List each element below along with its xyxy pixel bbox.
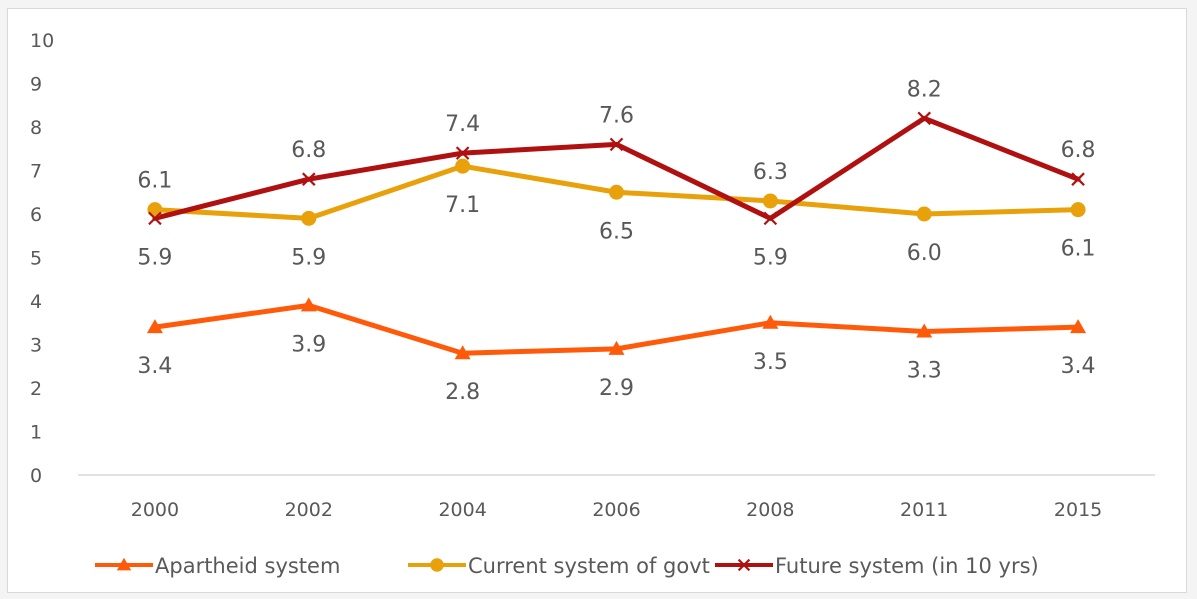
data-point-marker <box>147 202 163 218</box>
series-line-2 <box>152 115 1081 221</box>
data-label: 5.9 <box>137 245 172 270</box>
y-tick-label: 9 <box>30 74 42 96</box>
data-point-marker <box>1071 172 1085 186</box>
data-point-marker <box>454 345 471 360</box>
legend-item: Future system (in 10 yrs) <box>715 554 1039 578</box>
data-label: 6.1 <box>1061 237 1096 262</box>
y-axis-ticks: 0 1 2 3 4 5 6 7 8 9 10 <box>30 30 54 487</box>
data-labels: 3.4 3.9 2.8 2.9 3.5 3.3 3.4 6.1 5.9 7.1 6.5 6.3 6.0 6… <box>137 77 1095 405</box>
data-label: 6.3 <box>753 160 788 185</box>
data-point-marker <box>146 319 163 334</box>
data-label: 6.8 <box>291 138 326 163</box>
x-tick-label: 2004 <box>438 499 486 521</box>
data-label: 3.3 <box>907 358 942 383</box>
data-label: 6.1 <box>137 169 172 194</box>
data-label: 3.4 <box>137 354 172 379</box>
legend-marker <box>737 558 751 572</box>
data-label: 7.6 <box>599 103 634 128</box>
x-tick-label: 2006 <box>592 499 640 521</box>
data-point-marker <box>455 146 470 160</box>
y-tick-label: 8 <box>30 117 42 139</box>
x-axis-ticks: 2000 2002 2004 2006 2008 2011 2015 <box>131 499 1103 521</box>
data-label: 3.4 <box>1061 354 1096 379</box>
data-point-marker <box>301 210 317 226</box>
legend-label: Current system of govt <box>468 554 710 578</box>
data-label: 5.9 <box>291 245 326 270</box>
x-tick-label: 2000 <box>131 499 179 521</box>
data-point-marker <box>762 193 778 209</box>
legend: Apartheid system Current system of govt Fu… <box>95 554 1039 578</box>
data-label: 6.0 <box>907 241 942 266</box>
legend-label: Future system (in 10 yrs) <box>775 554 1039 578</box>
data-label: 3.5 <box>753 350 788 375</box>
data-point-marker <box>302 172 316 186</box>
legend-marker <box>116 557 132 571</box>
y-tick-label: 3 <box>30 335 42 357</box>
y-tick-label: 10 <box>30 30 54 52</box>
legend-item: Current system of govt <box>408 554 710 578</box>
y-tick-label: 7 <box>30 161 42 183</box>
series-markers <box>146 111 1087 360</box>
data-label: 6.8 <box>1061 138 1096 163</box>
data-point-marker <box>763 211 778 226</box>
y-tick-label: 5 <box>30 248 42 270</box>
y-tick-label: 2 <box>30 378 42 400</box>
legend-marker <box>430 558 444 572</box>
data-point-marker <box>1070 319 1087 334</box>
x-tick-label: 2015 <box>1054 499 1102 521</box>
data-label: 3.9 <box>291 332 326 357</box>
data-point-marker <box>762 314 779 329</box>
data-label: 2.9 <box>599 376 634 401</box>
data-label: 7.1 <box>445 193 480 218</box>
data-point-marker <box>916 323 933 338</box>
data-point-marker <box>1070 202 1086 218</box>
data-label: 6.5 <box>599 219 634 244</box>
data-point-marker <box>609 184 624 200</box>
y-tick-label: 0 <box>30 465 42 487</box>
y-tick-label: 4 <box>30 291 42 313</box>
x-tick-label: 2008 <box>746 499 794 521</box>
data-point-marker <box>148 211 162 226</box>
y-tick-label: 1 <box>30 422 42 444</box>
data-point-marker <box>917 111 931 126</box>
data-point-marker <box>608 340 625 355</box>
data-point-marker <box>455 158 471 174</box>
legend-label: Apartheid system <box>155 554 340 578</box>
x-tick-label: 2002 <box>285 499 333 521</box>
data-label: 2.8 <box>445 380 480 405</box>
data-label: 5.9 <box>753 245 788 270</box>
legend-item: Apartheid system <box>95 554 340 578</box>
data-label: 8.2 <box>907 77 942 102</box>
data-point-marker <box>609 137 624 152</box>
data-point-marker <box>916 206 932 222</box>
y-tick-label: 6 <box>30 204 42 226</box>
x-tick-label: 2011 <box>900 499 948 521</box>
data-point-marker <box>300 297 317 312</box>
data-label: 7.4 <box>445 112 480 137</box>
chart-frame <box>7 8 1187 593</box>
